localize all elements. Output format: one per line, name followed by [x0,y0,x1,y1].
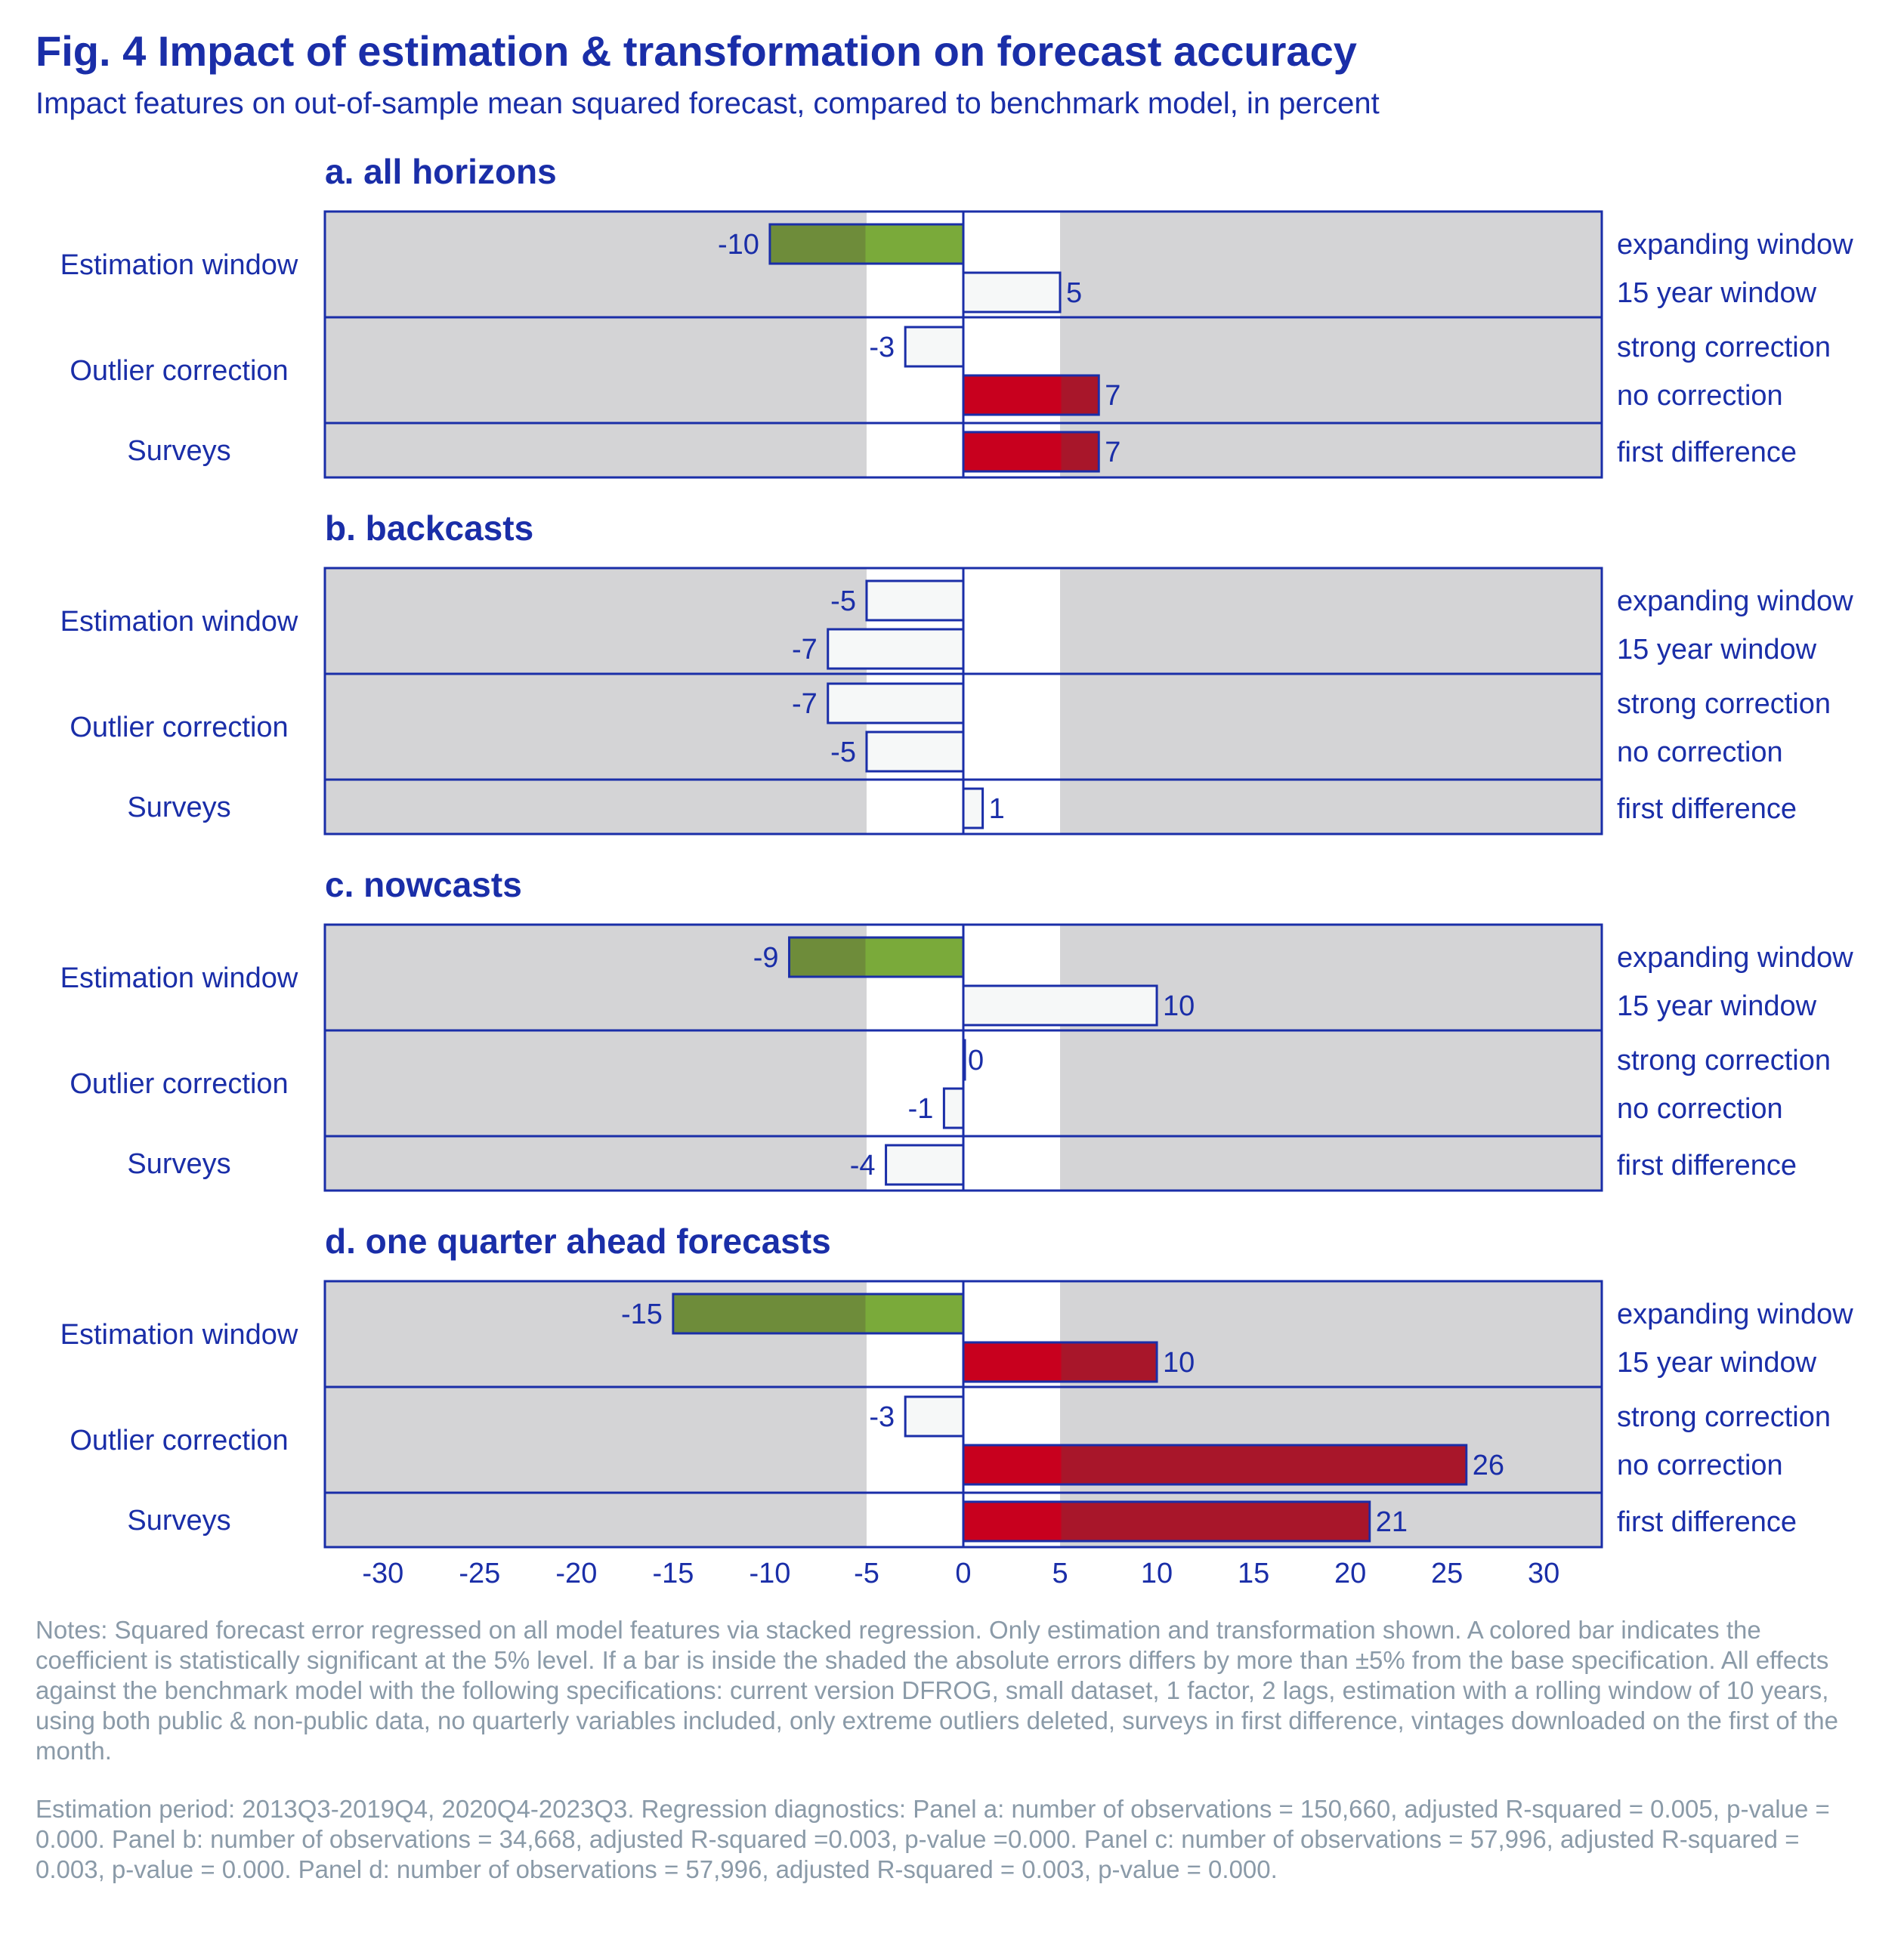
data-label: 5 [1066,277,1082,309]
data-label: -15 [621,1299,663,1330]
chart-title: Fig. 4 Impact of estimation & transforma… [36,27,1357,75]
x-tick-label: -30 [362,1558,403,1589]
bar [827,682,965,724]
data-label: -1 [908,1093,934,1125]
data-label: 7 [1105,380,1120,412]
row-label: expanding window [1617,942,1853,974]
bar [904,326,965,368]
row-label: 15 year window [1617,634,1817,666]
x-tick-label: 10 [1141,1558,1173,1589]
row-label: 15 year window [1617,277,1817,309]
bar [827,628,965,670]
group-label: Outlier correction [70,355,288,387]
x-tick-label: -15 [652,1558,694,1589]
x-tick-label: 15 [1238,1558,1269,1589]
chart-notes: Notes: Squared forecast error regressed … [36,1616,1838,1765]
bar [865,730,965,773]
group-label: Surveys [127,435,230,467]
bar [962,787,984,829]
group-label: Estimation window [60,606,298,638]
x-tick-label: 25 [1431,1558,1463,1589]
bar-shaded-segment [1061,1446,1466,1484]
row-label: no correction [1617,380,1783,412]
row-label: strong correction [1617,688,1831,720]
bar-shaded-segment [1061,1503,1369,1540]
group-label: Surveys [127,1505,230,1537]
bar [885,1144,965,1186]
data-label: -3 [869,332,895,363]
group-label: Surveys [127,1148,230,1180]
group-label: Outlier correction [70,712,288,743]
group-label: Surveys [127,792,230,823]
x-tick-label: -10 [749,1558,790,1589]
data-label: -7 [792,634,818,666]
group-label: Estimation window [60,962,298,994]
row-label: expanding window [1617,229,1853,261]
group-label: Outlier correction [70,1425,288,1456]
bar [942,1087,965,1129]
x-tick-label: 30 [1528,1558,1559,1589]
data-label: -9 [753,942,779,974]
bar-shaded-segment [1061,376,1098,414]
bar [865,579,965,622]
panel-title: c. nowcasts [325,865,522,904]
row-label: first difference [1617,793,1797,825]
data-label: 1 [989,793,1005,825]
row-label: expanding window [1617,1299,1853,1330]
row-label: strong correction [1617,1045,1831,1076]
data-label: 10 [1163,1347,1195,1379]
data-label: 10 [1163,990,1195,1022]
bar-shaded-segment [1061,1343,1156,1381]
data-label: 0 [968,1045,984,1076]
data-label: 21 [1376,1506,1408,1538]
bar-shaded-segment [771,225,866,263]
data-label: 26 [1473,1450,1504,1481]
row-label: expanding window [1617,585,1853,617]
x-tick-label: 20 [1334,1558,1366,1589]
panel-title: d. one quarter ahead forecasts [325,1222,831,1261]
group-label: Outlier correction [70,1068,288,1100]
row-label: no correction [1617,1450,1783,1481]
x-tick-label: 0 [955,1558,971,1589]
bar-shaded-segment [790,938,866,976]
row-label: no correction [1617,1093,1783,1125]
row-label: 15 year window [1617,990,1817,1022]
bar-shaded-segment [674,1295,866,1333]
data-label: -7 [792,688,818,720]
x-tick-label: -5 [854,1558,879,1589]
data-label: -5 [830,737,856,768]
row-label: strong correction [1617,332,1831,363]
chart-subtitle: Impact features on out-of-sample mean sq… [36,87,1380,120]
panel-title: b. backcasts [325,508,533,548]
data-label: 7 [1105,437,1120,468]
row-label: 15 year window [1617,1347,1817,1379]
row-label: no correction [1617,737,1783,768]
estimation-notes: Estimation period: 2013Q3-2019Q4, 2020Q4… [36,1795,1830,1883]
bar-shaded-segment [1061,433,1098,471]
data-label: -3 [869,1401,895,1433]
x-tick-label: -20 [555,1558,597,1589]
panel-title: a. all horizons [325,152,557,191]
bar [962,984,1158,1027]
row-label: first difference [1617,437,1797,468]
x-tick-label: -25 [459,1558,500,1589]
data-label: -10 [718,229,759,261]
row-label: strong correction [1617,1401,1831,1433]
data-label: -4 [850,1150,876,1181]
x-tick-label: 5 [1052,1558,1068,1589]
group-label: Estimation window [60,249,298,281]
row-label: first difference [1617,1150,1797,1181]
row-label: first difference [1617,1506,1797,1538]
bar [904,1395,965,1438]
group-label: Estimation window [60,1319,298,1351]
data-label: -5 [830,585,856,617]
bar [962,271,1062,314]
